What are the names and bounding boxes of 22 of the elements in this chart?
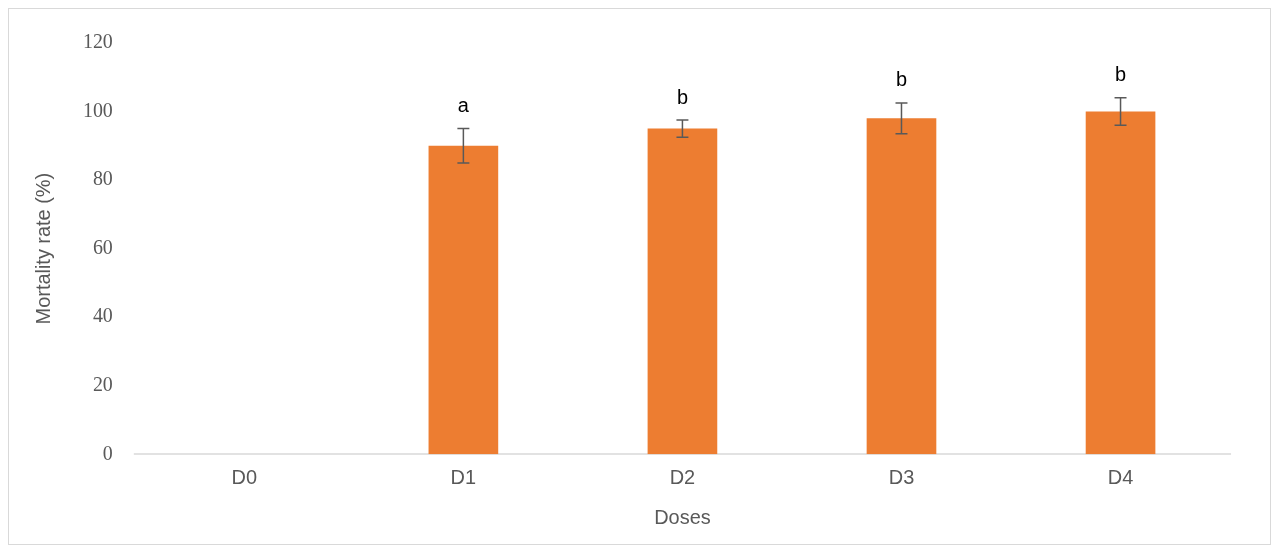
bar xyxy=(866,118,937,455)
annotation: b xyxy=(895,68,908,91)
annotation: b xyxy=(676,85,688,108)
x-tick-label: D2 xyxy=(669,465,696,488)
y-tick-label: 80 xyxy=(92,167,113,190)
y-tick-label: 120 xyxy=(82,30,113,53)
x-tick-label: D4 xyxy=(1107,465,1134,488)
annotation: b xyxy=(1114,63,1127,86)
x-tick-label: D3 xyxy=(888,465,915,488)
annotation: a xyxy=(457,94,470,117)
bar xyxy=(647,128,718,455)
y-tick-label: 20 xyxy=(92,373,113,395)
y-axis-title: Mortality rate (%) xyxy=(32,172,55,325)
x-tick-label: D0 xyxy=(231,465,258,488)
y-tick-label: 60 xyxy=(92,235,113,258)
y-tick-label: 40 xyxy=(92,304,113,327)
x-tick-label: D1 xyxy=(450,465,477,488)
y-tick-label: 0 xyxy=(102,441,113,464)
bar xyxy=(1085,111,1156,455)
bar xyxy=(428,145,499,455)
x-axis-title: Doses xyxy=(654,505,711,528)
y-tick-label: 100 xyxy=(82,98,113,121)
